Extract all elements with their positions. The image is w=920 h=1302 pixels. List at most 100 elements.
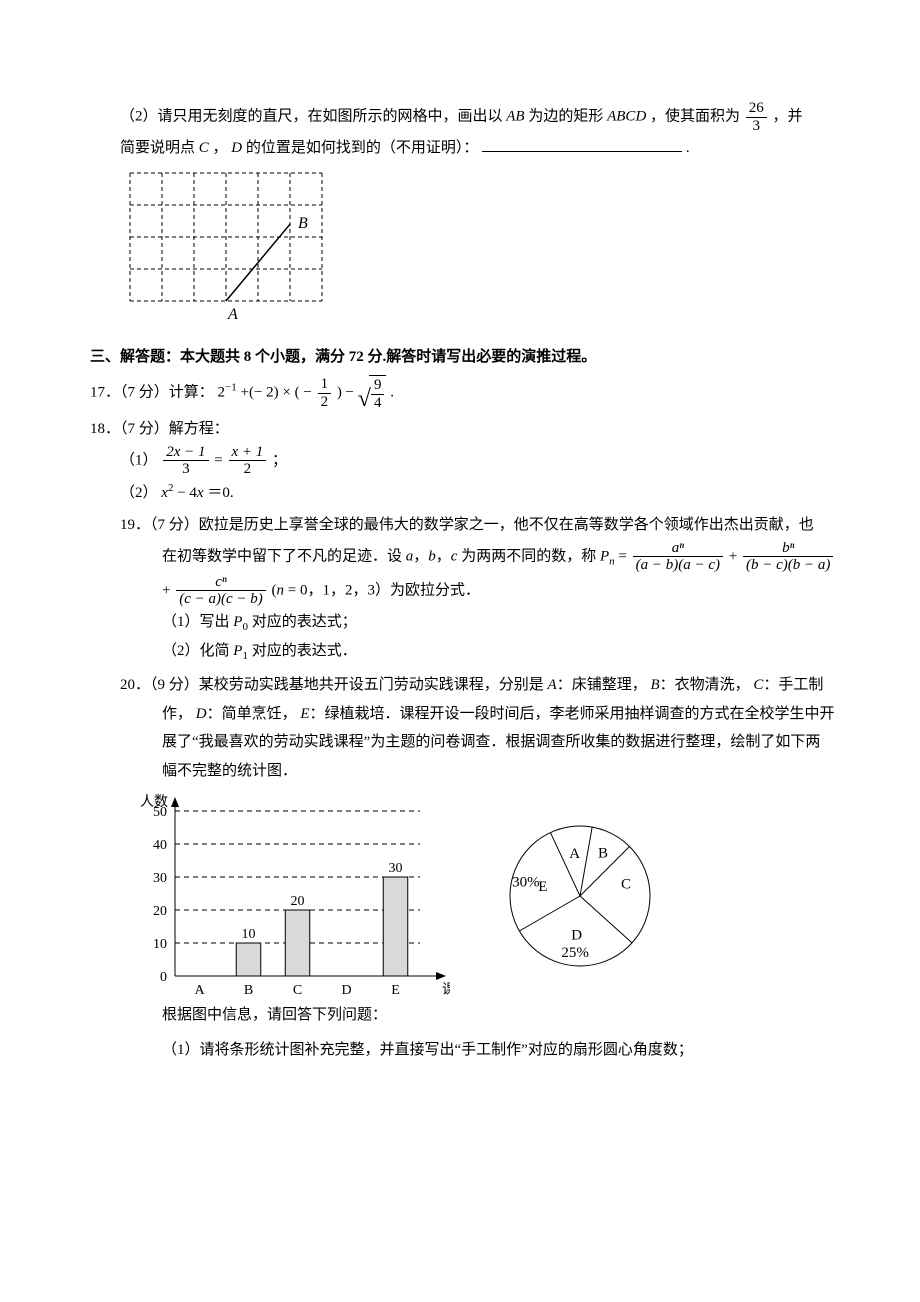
Clbl: ：手工制 (763, 677, 823, 693)
q20-after: 根据图中信息，请回答下列问题： (90, 1001, 840, 1030)
q20-l2: 作， D：简单烹饪， E：绿植栽培．课程开设一段时间后，李老师采用抽样调查的方式… (90, 700, 840, 729)
svg-text:E: E (391, 983, 400, 998)
Blbl: ：衣物清洗， (660, 677, 750, 693)
txt: ，使其面积为 (650, 108, 740, 124)
eq: = (214, 452, 226, 468)
label: （1） (120, 452, 158, 468)
svg-text:20: 20 (291, 894, 305, 909)
semi: ； (272, 452, 287, 468)
page: （2）请只用无刻度的直尺，在如图所示的网格中，画出以 AB 为边的矩形 ABCD… (0, 0, 920, 1124)
den: 3 (746, 117, 767, 135)
q18-prefix: 18．（7 分）解方程： (90, 415, 840, 444)
p1b: 对应的表达式； (252, 614, 357, 630)
num: 1 (318, 376, 332, 393)
txt: ，并 (773, 108, 803, 124)
q16-part2-line2: 简要说明点 C ， D 的位置是如何找到的（不用证明）： . (90, 134, 840, 163)
P1-1: 1 (242, 650, 248, 662)
den: 3 (163, 460, 208, 478)
p2a: （2）化简 (162, 643, 230, 659)
m4: − 4 (177, 485, 197, 501)
plus-neg2: +(− 2) × ( − (240, 384, 311, 400)
term2: bⁿ (b − c)(b − a) (743, 540, 833, 574)
f1: 2x − 1 3 (163, 444, 208, 478)
pie-chart: ABCD25%E30% (490, 806, 670, 986)
den: 2 (318, 393, 332, 411)
q19-p2: （2）化简 P1 对应的表达式． (90, 637, 840, 667)
sq: 2 (168, 482, 174, 494)
grid-svg: AB (120, 163, 380, 343)
num: cⁿ (176, 574, 266, 591)
num: 26 (746, 100, 767, 117)
svg-text:B: B (598, 846, 608, 862)
blank-line (482, 136, 682, 152)
P0-0: 0 (242, 621, 248, 633)
svg-text:10: 10 (153, 937, 167, 952)
Pn-P: P (600, 548, 609, 564)
q20-l3: 展了“我最喜欢的劳动实践课程”为主题的问卷调查．根据调查所收集的数据进行整理，绘… (90, 728, 840, 757)
two: 2 (218, 384, 226, 400)
svg-text:A: A (227, 306, 238, 323)
den: (c − a)(c − b) (176, 590, 266, 608)
q16-part2-line1: （2）请只用无刻度的直尺，在如图所示的网格中，画出以 AB 为边的矩形 ABCD… (90, 100, 840, 134)
seg-ABCD: ABCD (607, 108, 646, 124)
plus2: + (162, 582, 174, 598)
q17-prefix: 17．（7 分）计算： (90, 384, 214, 400)
q19-p1: （1）写出 P0 对应的表达式； (90, 608, 840, 638)
seg-AB: AB (506, 108, 524, 124)
svg-text:25%: 25% (561, 945, 589, 961)
svg-text:A: A (194, 983, 205, 998)
svg-text:C: C (293, 983, 302, 998)
Pn-n: n (609, 555, 615, 567)
Dlbl: ：简单烹饪， (207, 706, 297, 722)
q19-line3: + cⁿ (c − a)(c − b) (n = 0，1，2，3）为欧拉分式． (90, 574, 840, 608)
svg-text:20: 20 (153, 904, 167, 919)
svg-text:A: A (569, 846, 580, 862)
bar-chart: 人数01020304050A10B20CD30E课程 (120, 791, 450, 1001)
num: 9 (371, 377, 385, 394)
E: E (300, 706, 309, 722)
svg-text:B: B (244, 983, 253, 998)
txt: 的位置是如何找到的（不用证明）： (246, 140, 479, 156)
q17: 17．（7 分）计算： 2−1 +(− 2) × ( − 1 2 ) − √ 9… (90, 375, 840, 411)
frac-half: 1 2 (318, 376, 332, 410)
q20: 20．（9 分）某校劳动实践基地共开设五门劳动实践课程，分别是 A：床铺整理， … (90, 671, 840, 700)
p2b: 对应的表达式． (252, 643, 357, 659)
txt: （2）请只用无刻度的直尺，在如图所示的网格中，画出以 (120, 108, 503, 124)
x: x (161, 485, 168, 501)
B: B (650, 677, 659, 693)
svg-text:10: 10 (242, 927, 256, 942)
txt: 简要说明点 (120, 140, 195, 156)
Elbl: ：绿植栽培．课程开设一段时间后，李老师采用抽样调查的方式在全校学生中开 (310, 706, 835, 722)
svg-text:0: 0 (160, 970, 167, 985)
q20-sub1: （1）请将条形统计图补充完整，并直接写出“手工制作”对应的扇形圆心角度数； (90, 1036, 840, 1065)
txt: 为边的矩形 (528, 108, 603, 124)
svg-text:30: 30 (153, 871, 167, 886)
l2a: 作， (162, 706, 192, 722)
x2: x (197, 485, 204, 501)
svg-text:30%: 30% (512, 875, 540, 891)
n: n (277, 582, 285, 598)
section-3-header: 三、解答题：本大题共 8 个小题，满分 72 分.解答时请写出必要的演推过程。 (90, 343, 840, 372)
svg-text:D: D (571, 928, 582, 944)
q18-p1: （1） 2x − 1 3 = x + 1 2 ； (90, 444, 840, 478)
sqrt-body: 9 4 (369, 375, 387, 411)
C: C (753, 677, 763, 693)
eq0: ＝0. (207, 485, 233, 501)
q19-prefix: 19．（7 分） (120, 517, 199, 533)
charts-row: 人数01020304050A10B20CD30E课程 ABCD25%E30% (120, 791, 840, 1001)
num: 2x − 1 (163, 444, 208, 461)
frac-26-3: 26 3 (746, 100, 767, 134)
f2: x + 1 2 (229, 444, 267, 478)
l2a: 在初等数学中留下了不凡的足迹．设 (162, 548, 402, 564)
eq: = (618, 548, 630, 564)
q20-prefix: 20．（9 分） (120, 677, 199, 693)
l1: 欧拉是历史上享誉全球的最伟大的数学家之一，他不仅在高等数学各个领域作出杰出贡献，… (199, 517, 814, 533)
a: a (406, 548, 414, 564)
svg-text:30: 30 (389, 861, 403, 876)
l3c: = 0，1，2，3）为欧拉分式． (284, 582, 480, 598)
term1: aⁿ (a − b)(a − c) (633, 540, 723, 574)
D: D (196, 706, 207, 722)
plus1: + (729, 548, 741, 564)
q20-l4: 幅不完整的统计图． (90, 757, 840, 786)
frac-9-4: 9 4 (371, 377, 385, 411)
